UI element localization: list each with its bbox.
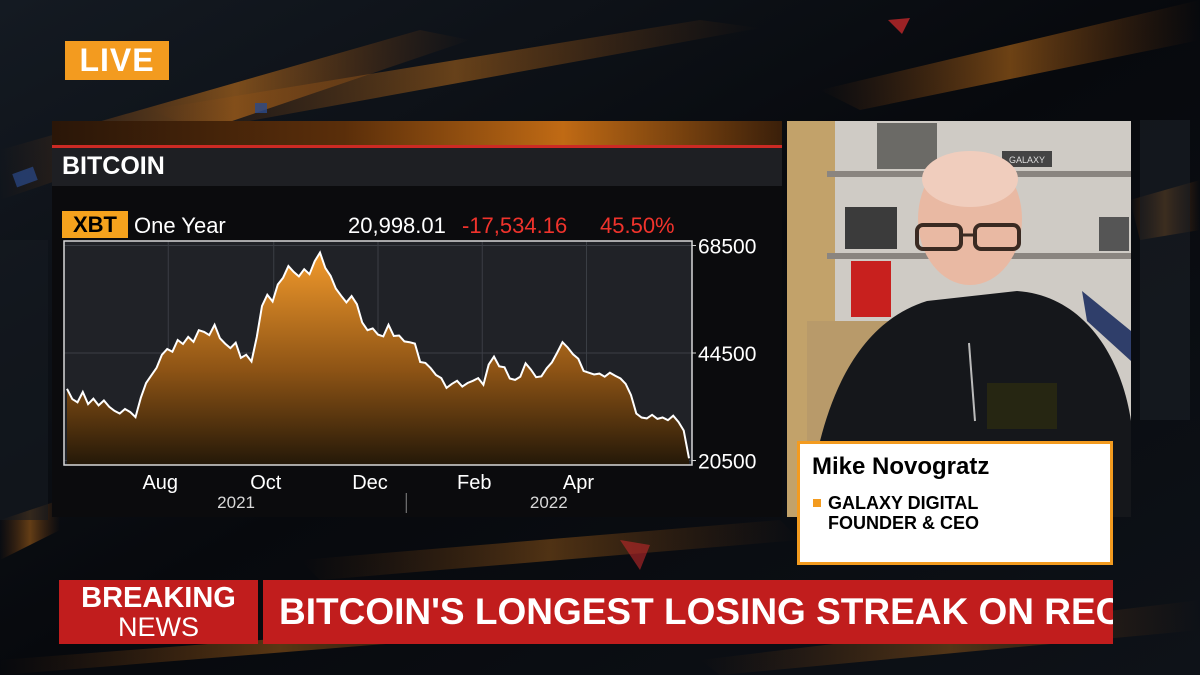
panel-header: BITCOIN xyxy=(52,145,782,186)
y-axis-ticks: 68500 44500 20500 xyxy=(692,235,756,474)
shelf-sign xyxy=(1002,151,1052,167)
y-tick-label: 20500 xyxy=(698,451,756,474)
live-badge: LIVE xyxy=(65,41,169,80)
guest-title-line1: GALAXY DIGITAL xyxy=(828,493,979,513)
guest-head xyxy=(922,151,1018,207)
price-change: -17,534.16 xyxy=(462,213,568,238)
framed-photo xyxy=(845,207,897,249)
year-label: 2022 xyxy=(530,493,568,512)
price-line xyxy=(66,250,690,459)
panel-top-strip xyxy=(52,121,782,145)
zipper xyxy=(968,342,976,422)
jacket-patch xyxy=(987,383,1057,429)
bitcoin-price-chart: 68500 44500 20500 Aug Oct Dec Feb Apr 2021 2022 xyxy=(63,235,756,513)
last-price: 20,998.01 xyxy=(348,213,446,238)
x-tick-label: Apr xyxy=(563,472,594,494)
y-tick-label: 68500 xyxy=(698,235,756,258)
flag-case xyxy=(1082,291,1131,361)
x-tick-label: Dec xyxy=(352,472,388,494)
year-label: 2021 xyxy=(217,493,255,512)
guest-lower-third: Mike Novogratz GALAXY DIGITAL FOUNDER & … xyxy=(797,441,1113,565)
guest-title: GALAXY DIGITAL FOUNDER & CEO xyxy=(828,493,1098,533)
price-area xyxy=(67,252,689,465)
framed-photo xyxy=(877,123,937,169)
breaking-label: BREAKING xyxy=(81,582,236,614)
x-tick-label: Feb xyxy=(457,472,491,494)
y-tick-label: 44500 xyxy=(698,343,756,366)
glasses xyxy=(915,223,963,251)
x-axis-ticks: Aug Oct Dec Feb Apr 2021 2022 xyxy=(142,472,594,513)
headline-banner: BITCOIN'S LONGEST LOSING STREAK ON RECOR… xyxy=(263,580,1113,644)
framed-photo xyxy=(1099,217,1129,251)
time-range-label: One Year xyxy=(134,213,226,238)
news-label: NEWS xyxy=(118,612,199,642)
price-change-percent: 45.50% xyxy=(600,213,675,238)
bullet-square xyxy=(813,499,821,507)
ticker-symbol: XBT xyxy=(62,211,128,238)
x-tick-label: Oct xyxy=(250,472,282,494)
glasses xyxy=(973,223,1021,251)
breaking-news-badge: BREAKING NEWS xyxy=(59,580,258,644)
red-object xyxy=(851,261,891,317)
shelf-sign-text: GALAXY xyxy=(1009,155,1045,165)
chart-panel: BITCOIN XBT One Year 20,998.01 -17,534.1… xyxy=(52,121,782,517)
x-tick-label: Aug xyxy=(142,472,178,494)
guest-title-line2: FOUNDER & CEO xyxy=(828,513,980,533)
panel-title: BITCOIN xyxy=(62,152,165,180)
guest-name: Mike Novogratz xyxy=(812,453,990,480)
